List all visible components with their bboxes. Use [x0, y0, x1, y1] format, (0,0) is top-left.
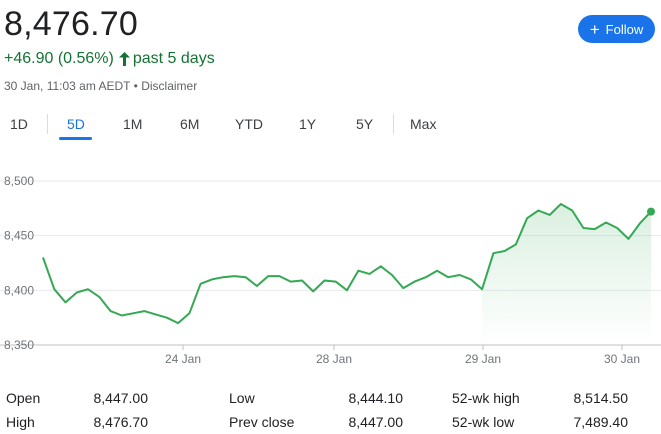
y-tick-label: 8,350: [4, 338, 34, 352]
stat-value-52wk-low: 7,489.40: [573, 414, 629, 430]
stat-label-low: Low: [229, 390, 255, 406]
stat-label-52wk-low: 52-wk low: [452, 414, 515, 430]
y-tick-label: 8,400: [4, 283, 34, 297]
time-range-tabs: 1D 5D 1M 6M YTD 1Y 5Y Max: [0, 110, 661, 140]
last-price-point: [647, 207, 655, 216]
stat-label-high: High: [6, 414, 35, 430]
tab-ytd[interactable]: YTD: [235, 116, 263, 132]
x-tick-label: 29 Jan: [465, 352, 501, 366]
change-value: +46.90 (0.56%): [4, 50, 114, 67]
chart-area-fill: [482, 204, 651, 345]
stat-value-open: 8,447.00: [93, 390, 149, 406]
tab-1m[interactable]: 1M: [123, 116, 143, 132]
price-chart[interactable]: 8,500 8,450 8,400 8,350 24 Jan 28 Jan 29 Jan 30…: [0, 150, 661, 370]
stat-value-52wk-high: 8,514.50: [573, 390, 629, 406]
tab-1d[interactable]: 1D: [10, 116, 28, 132]
x-tick-label: 28 Jan: [316, 352, 352, 366]
current-price: 8,476.70: [4, 5, 138, 43]
price-change: +46.90 (0.56%) past 5 days: [4, 49, 215, 69]
y-tick-label: 8,450: [4, 229, 34, 243]
plus-icon: +: [589, 19, 600, 39]
tab-5d[interactable]: 5D: [67, 116, 85, 132]
stat-label-prev-close: Prev close: [229, 414, 295, 430]
follow-button-label: Follow: [605, 21, 644, 37]
stat-value-low: 8,444.10: [348, 390, 404, 406]
tab-divider: [393, 114, 394, 134]
stat-value-prev-close: 8,447.00: [348, 414, 404, 430]
tab-1y[interactable]: 1Y: [299, 116, 317, 132]
meta-separator: •: [133, 79, 138, 93]
follow-button[interactable]: + Follow: [578, 15, 655, 43]
tab-max[interactable]: Max: [410, 116, 437, 132]
tab-6m[interactable]: 6M: [180, 116, 200, 132]
y-tick-label: 8,500: [4, 174, 34, 188]
quote-meta: 30 Jan, 11:03 am AEDT • Disclaimer: [4, 79, 197, 93]
disclaimer-link[interactable]: Disclaimer: [141, 79, 198, 93]
active-tab-indicator: [59, 137, 92, 140]
tab-5y[interactable]: 5Y: [356, 116, 374, 132]
x-tick-label: 30 Jan: [604, 352, 640, 366]
stat-value-high: 8,476.70: [93, 414, 149, 430]
change-period: past 5 days: [132, 50, 215, 67]
quote-timestamp: 30 Jan, 11:03 am AEDT: [4, 79, 131, 93]
tab-divider: [47, 114, 48, 134]
x-tick-label: 24 Jan: [165, 352, 201, 366]
stat-label-open: Open: [6, 390, 41, 406]
stat-label-52wk-high: 52-wk high: [452, 390, 520, 406]
arrow-up-icon: [118, 52, 130, 66]
price-line: [42, 203, 652, 325]
